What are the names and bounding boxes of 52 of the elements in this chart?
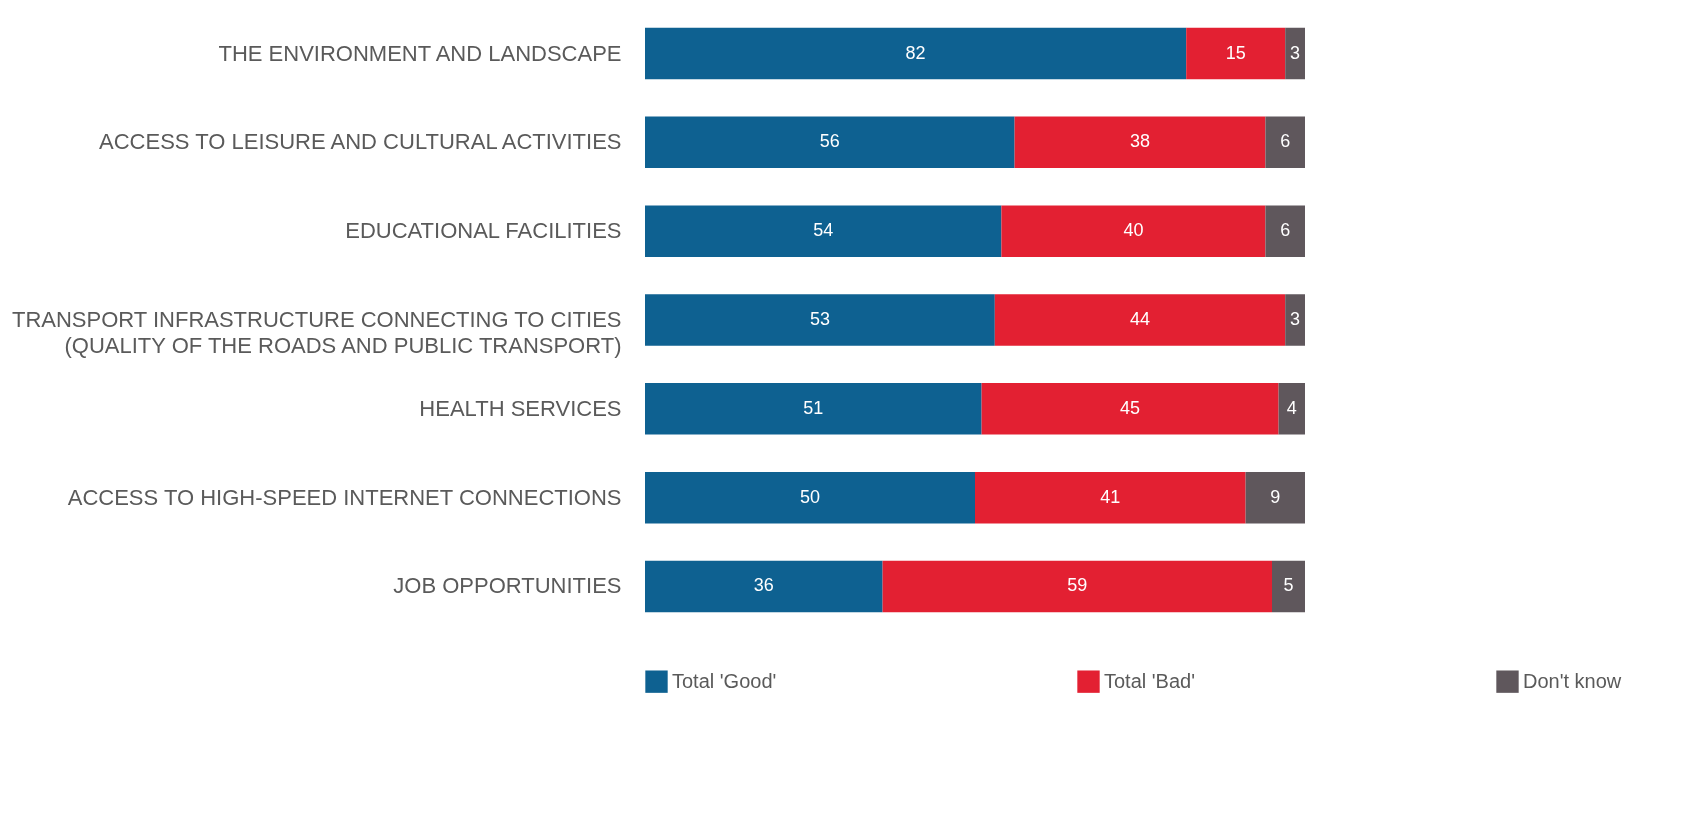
data-label: 9 <box>1270 486 1281 507</box>
bar <box>645 560 883 613</box>
data-label: 51 <box>803 397 824 418</box>
data-label: 15 <box>1225 42 1246 63</box>
data-label: 38 <box>1129 131 1151 152</box>
bar <box>1285 294 1305 346</box>
bar <box>994 294 1286 346</box>
bar <box>645 471 975 524</box>
data-label: 6 <box>1280 131 1291 152</box>
bar <box>1001 205 1266 257</box>
y-tick-label: ACCESS TO HIGH-SPEED INTERNET CONNECTIONS <box>67 484 622 510</box>
bar <box>645 27 1187 80</box>
data-label: 6 <box>1280 220 1291 241</box>
bar <box>882 560 1272 613</box>
legend-label: Total 'Bad' <box>1104 669 1196 692</box>
y-tick-label: ACCESS TO LEISURE AND CULTURAL ACTIVITIES <box>99 129 622 155</box>
y-tick-label: EDUCATIONAL FACILITIES <box>345 218 622 244</box>
legend-label: Don't know <box>1523 669 1622 692</box>
data-label: 53 <box>809 309 830 329</box>
bar <box>1245 471 1305 524</box>
data-label: 3 <box>1290 309 1301 329</box>
data-label: 44 <box>1129 309 1151 329</box>
data-label: 40 <box>1123 220 1144 241</box>
data-label: 59 <box>1067 575 1088 596</box>
data-label: 54 <box>813 220 834 241</box>
bar <box>981 383 1279 435</box>
y-tick-label: HEALTH SERVICES <box>419 395 622 421</box>
bar <box>1186 27 1286 80</box>
bar <box>1014 116 1266 169</box>
data-label: 5 <box>1283 575 1294 596</box>
bar <box>975 471 1246 524</box>
bar <box>1265 205 1305 257</box>
data-label: 41 <box>1100 486 1121 507</box>
y-tick-label: THE ENVIRONMENT AND LANDSCAPE <box>218 40 622 66</box>
data-label: 3 <box>1290 42 1301 63</box>
bar <box>645 383 982 435</box>
data-label: 82 <box>905 42 926 63</box>
bar <box>645 116 1015 169</box>
bar <box>1272 560 1305 613</box>
data-label: 4 <box>1286 397 1297 418</box>
legend-label: Total 'Good' <box>672 669 777 692</box>
bar <box>1265 116 1305 169</box>
data-label: 56 <box>819 131 840 152</box>
data-label: 50 <box>799 486 821 507</box>
bar <box>1278 383 1305 435</box>
y-tick-label: TRANSPORT INFRASTRUCTURE CONNECTING TO CITIES (QUALITY OF THE ROADS AND PUBLIC TRANSPORT) <box>11 307 622 358</box>
y-tick-label: JOB OPPORTUNITIES <box>393 573 622 599</box>
data-label: 45 <box>1120 397 1141 418</box>
bar <box>645 294 995 346</box>
bar <box>1285 27 1305 80</box>
bar <box>645 205 1002 257</box>
data-label: 36 <box>753 575 774 596</box>
